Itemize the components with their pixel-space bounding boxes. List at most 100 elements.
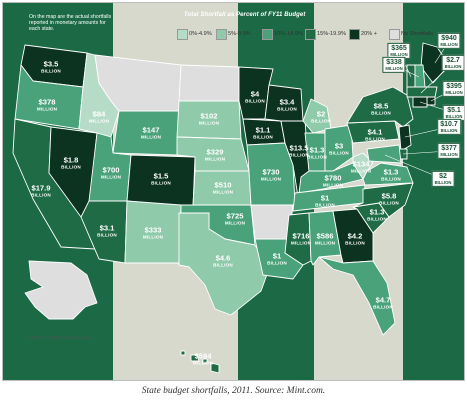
state-unit: BILLION xyxy=(97,232,117,238)
state-label-wy: $147 MILLION xyxy=(140,126,162,140)
state-label-ms: $716 MILLION xyxy=(290,232,312,246)
state-value: $365 xyxy=(391,44,407,52)
state-value: $1.3 xyxy=(369,207,385,217)
state-unit: BILLION xyxy=(311,118,331,124)
state-label-or: $378 MILLION xyxy=(36,97,58,112)
alaska-hawaii-note: *Alaska and Hawaii not to scale xyxy=(29,335,91,340)
state-unit: MILLION xyxy=(224,220,246,226)
state-unit: MILLION xyxy=(440,41,458,47)
state-value: $1.1 xyxy=(255,125,271,135)
state-unit: BILLION xyxy=(267,260,287,266)
state-value: $725 xyxy=(226,211,244,221)
state-unit: BILLION xyxy=(329,150,349,156)
state-unit: BILLION xyxy=(31,192,51,198)
state-value: $4.7 xyxy=(375,295,391,305)
state-hi-island xyxy=(180,350,186,356)
state-label-sc: $1.3 BILLION xyxy=(367,207,387,222)
state-label-la: $1 BILLION xyxy=(267,252,287,266)
state-value: $780 xyxy=(324,173,342,183)
state-value: $3.4 xyxy=(279,97,295,107)
state-unit: BILLION xyxy=(373,304,393,310)
state-value: $102 xyxy=(200,111,218,121)
state-label-fl: $4.7 BILLION xyxy=(373,295,393,310)
state-unit: MILLION xyxy=(440,151,458,157)
legend-label: 5%-9.9% xyxy=(228,30,251,37)
state-nj xyxy=(398,124,412,152)
state-label-al: $586 MILLION xyxy=(314,231,336,246)
state-unit: BILLION xyxy=(444,63,462,69)
state-ny xyxy=(346,86,414,128)
legend-swatch xyxy=(216,29,227,40)
state-value: $730 xyxy=(262,167,280,177)
state-label-ky: $780 MILLION xyxy=(323,173,343,188)
state-unit: BILLION xyxy=(445,113,463,119)
state-unit: MILLION xyxy=(198,120,220,126)
state-unit: BILLION xyxy=(379,200,399,206)
state-value: $84 xyxy=(92,109,106,119)
legend-title: Total Shortfall as Percent of FY11 Budge… xyxy=(184,12,306,18)
state-unit: MILLION xyxy=(100,174,122,180)
state-label-oh: $3 BILLION xyxy=(329,141,349,156)
state-unit: MILLION xyxy=(385,65,403,71)
state-value: $1.5 xyxy=(153,171,169,181)
state-label-nv: $1.8 BILLION xyxy=(61,156,81,170)
state-value: $594 xyxy=(194,351,212,361)
state-label-tn: $1 BILLION xyxy=(315,193,335,208)
state-unit: BILLION xyxy=(434,179,452,185)
state-tx xyxy=(178,212,270,316)
state-label-hi: $594 MILLION xyxy=(193,351,213,366)
state-fl xyxy=(318,256,396,336)
state-label-ia: $1.1 BILLION xyxy=(253,125,273,140)
state-value: $4.2 xyxy=(347,231,363,241)
state-oh xyxy=(324,124,354,172)
state-hi xyxy=(190,354,200,362)
state-value: $8.5 xyxy=(373,101,389,111)
state-value: $333 xyxy=(144,225,162,235)
state-label-mo: $730 MILLION xyxy=(261,167,281,182)
legend-swatch xyxy=(349,29,360,40)
state-label-ut: $700 MILLION xyxy=(100,165,122,180)
state-unit: MILLION xyxy=(140,134,162,140)
state-unit: BILLION xyxy=(367,216,387,222)
state-value: $3 xyxy=(334,141,344,151)
state-label-id: $84 MILLION xyxy=(89,109,109,124)
state-md xyxy=(366,144,402,164)
state-value: $586 xyxy=(316,231,334,241)
state-unit: BILLION xyxy=(365,136,385,142)
state-label-ny: $8.5 BILLION xyxy=(371,101,391,116)
state-label-tx: $4.6 BILLION xyxy=(213,254,233,268)
state-label-ma: $2.7 BILLION xyxy=(441,54,464,72)
state-label-sd: $102 MILLION xyxy=(198,111,220,126)
state-unit: MILLION xyxy=(290,240,312,246)
state-value: $377 xyxy=(441,144,457,152)
state-value: $2 xyxy=(316,109,326,119)
state-unit: MILLION xyxy=(314,240,336,246)
state-value: $338 xyxy=(386,58,402,66)
state-value: $1 xyxy=(320,193,330,203)
state-value: $700 xyxy=(102,165,120,175)
state-unit: MILLION xyxy=(36,106,58,112)
state-label-ga: $4.2 BILLION xyxy=(345,231,365,246)
state-label-pa: $4.1 BILLION xyxy=(365,128,385,142)
map-frame: On the map are the actual shortfalls rep… xyxy=(2,2,465,381)
state-unit: BILLION xyxy=(307,154,327,160)
state-label-ok: $725 MILLION xyxy=(224,211,246,226)
state-label-co: $1.5 BILLION xyxy=(151,171,171,186)
state-label-mn: $4 BILLION xyxy=(245,90,265,104)
us-map xyxy=(12,40,455,374)
state-label-mi: $2 BILLION xyxy=(311,109,331,124)
state-unit: MILLION xyxy=(350,168,372,174)
state-unit: BILLION xyxy=(315,202,335,208)
state-value: $134 xyxy=(352,159,370,169)
legend-swatch xyxy=(262,29,273,40)
state-value: $5.1 xyxy=(447,106,461,114)
state-label-de: $377 MILLION xyxy=(437,142,461,160)
state-unit: BILLION xyxy=(345,240,365,246)
state-unit: BILLION xyxy=(440,127,458,133)
legend-label: 20% + xyxy=(361,30,378,37)
state-unit: BILLION xyxy=(253,134,273,140)
state-value: $5.8 xyxy=(381,191,397,201)
state-value: $378 xyxy=(38,97,56,107)
legend-swatch xyxy=(177,29,188,40)
state-label-ca: $17.9 BILLION xyxy=(31,184,51,198)
